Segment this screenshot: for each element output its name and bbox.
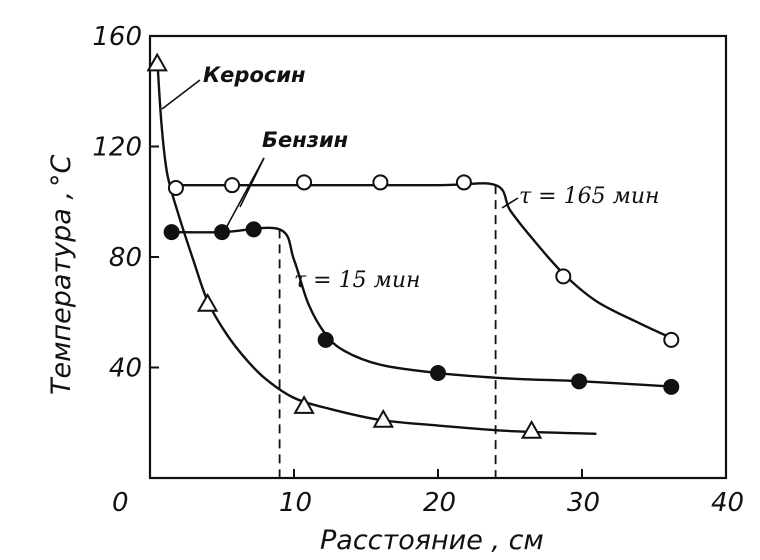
plot-frame	[148, 34, 728, 480]
x-axis-title: Расстояние , см	[320, 525, 544, 556]
y-tick-label: 80	[109, 243, 142, 273]
axes: 0 10 20 30 40 40 80 120 160	[92, 22, 744, 518]
x-tick-label: 10	[279, 488, 312, 518]
annotation-tau-15: τ = 15 мин	[294, 268, 420, 293]
x-tick-label: 20	[423, 488, 456, 518]
series-line-2	[175, 182, 677, 341]
data-point-triangle	[293, 395, 315, 414]
y-axis-title: Температура ,	[46, 191, 77, 395]
annotation-tau-165: τ = 165 мин	[519, 184, 659, 209]
data-point-open-circle	[555, 268, 572, 285]
leader-lines	[161, 79, 519, 229]
x-tick-label: 30	[567, 488, 600, 518]
data-point-open-circle	[455, 174, 472, 191]
data-point-filled-circle	[317, 331, 334, 348]
data-point-open-circle	[224, 177, 241, 194]
y-tick-label: 160	[92, 22, 142, 52]
data-point-filled-circle	[163, 224, 180, 241]
data-point-filled-circle	[214, 224, 230, 241]
data-point-filled-circle	[663, 378, 680, 395]
leader-tau-165	[501, 197, 519, 209]
data-point-open-circle	[296, 174, 313, 191]
y-axis-unit: °C	[46, 155, 77, 188]
series-line-0	[156, 58, 597, 435]
data-point-filled-circle	[430, 365, 446, 382]
data-point-triangle	[196, 292, 219, 312]
leader-kerosene	[161, 79, 201, 110]
data-point-filled-circle	[571, 373, 588, 390]
data-point-filled-circle	[245, 221, 262, 238]
data-point-open-circle	[663, 331, 680, 348]
markers	[146, 52, 680, 439]
y-tick-label: 40	[109, 354, 142, 384]
x-tick-label: 40	[711, 488, 744, 518]
series-line-1	[171, 226, 676, 389]
data-point-triangle	[520, 420, 543, 439]
data-point-open-circle	[372, 174, 389, 191]
annotation-benzine: Бензин	[262, 128, 348, 152]
data-point-open-circle	[167, 179, 184, 196]
x-tick-label: 0	[112, 488, 129, 518]
y-tick-label: 120	[92, 133, 142, 163]
labels: Расстояние , см Температура , °C Керосин…	[46, 63, 659, 556]
leader-benzine-filled	[225, 157, 265, 229]
annotation-kerosene: Керосин	[203, 63, 306, 87]
reference-lines	[278, 185, 497, 478]
curves	[156, 58, 677, 435]
data-point-triangle	[146, 52, 168, 72]
data-point-triangle	[372, 408, 395, 428]
